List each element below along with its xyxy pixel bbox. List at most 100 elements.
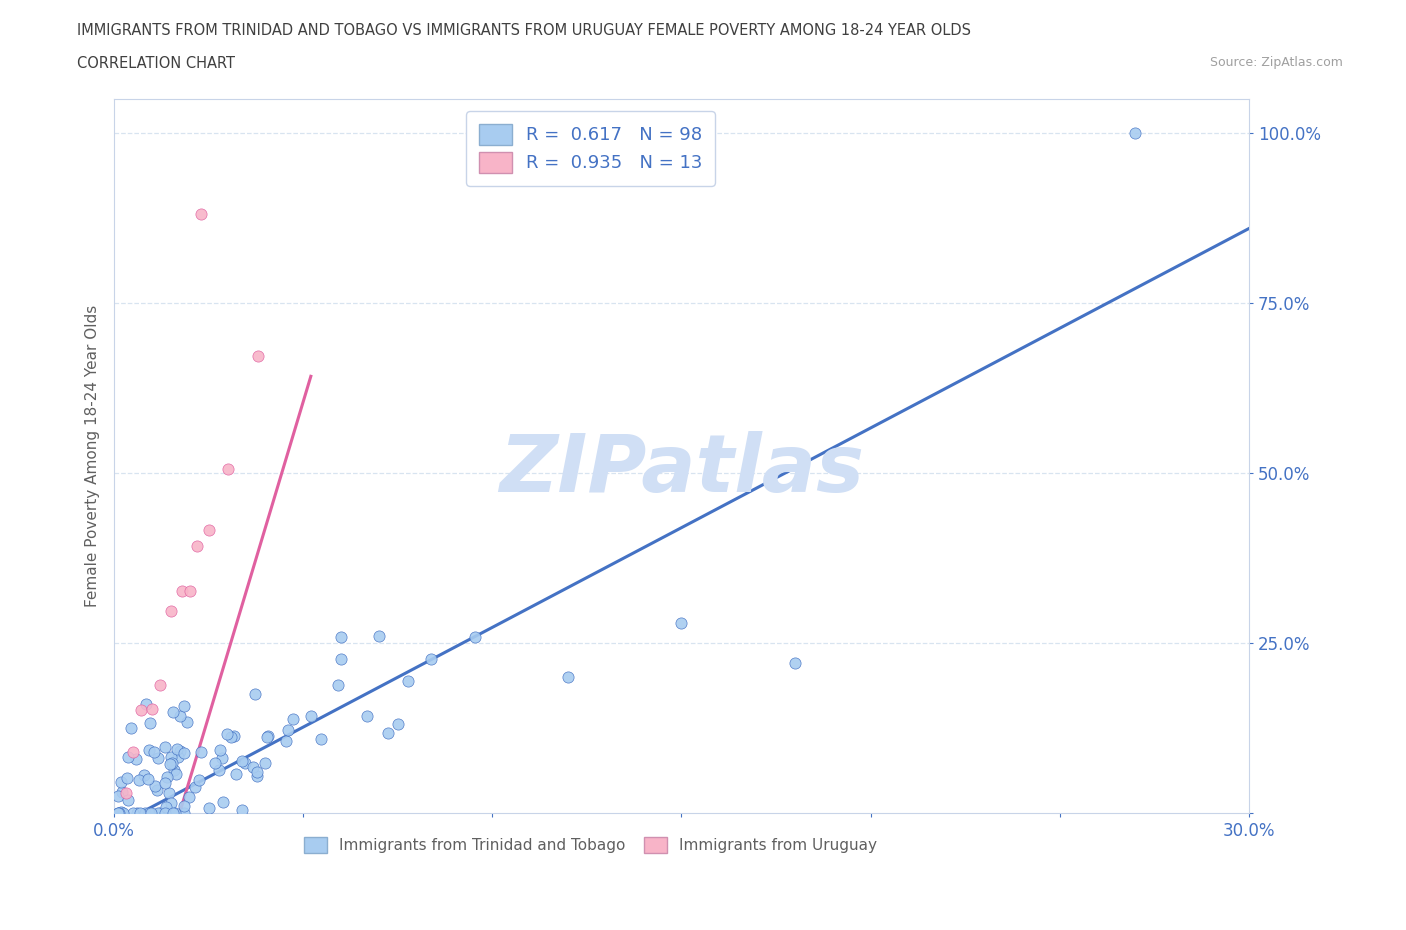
Point [235, 756, 257, 771]
Point [162, 705, 184, 720]
Point [128, 773, 150, 788]
Point [136, 771, 159, 786]
Point [377, 725, 399, 740]
Point [138, 743, 160, 758]
Point [110, 804, 132, 819]
Point [245, 764, 267, 779]
Point [198, 800, 221, 815]
Point [217, 461, 239, 476]
Point [117, 770, 139, 785]
Text: Source: ZipAtlas.com: Source: ZipAtlas.com [1209, 56, 1343, 69]
Point [190, 744, 212, 759]
Point [122, 805, 145, 820]
Point [153, 805, 176, 820]
Point [159, 757, 181, 772]
Point [112, 805, 135, 820]
Point [420, 652, 443, 667]
Point [107, 805, 129, 820]
Point [276, 734, 298, 749]
Point [387, 717, 409, 732]
Point [166, 742, 188, 757]
Point [173, 699, 195, 714]
Text: ZIPatlas: ZIPatlas [499, 432, 863, 510]
Point [396, 674, 419, 689]
Point [356, 709, 378, 724]
Point [176, 714, 198, 729]
Point [148, 805, 170, 820]
Point [163, 763, 186, 777]
Point [160, 750, 183, 764]
Point [141, 805, 163, 820]
Point [309, 731, 332, 746]
Point [107, 789, 129, 804]
Point [114, 785, 136, 800]
Point [464, 630, 486, 644]
Point [173, 805, 195, 820]
Point [146, 751, 169, 766]
Point [146, 782, 169, 797]
Point [243, 686, 266, 701]
Point [329, 629, 352, 644]
Point [183, 779, 205, 794]
Point [204, 756, 226, 771]
Point [138, 805, 160, 820]
Point [108, 805, 131, 820]
Point [122, 745, 145, 760]
Point [117, 792, 139, 807]
Point [128, 805, 150, 820]
Point [111, 785, 134, 800]
Point [188, 773, 211, 788]
Point [141, 701, 163, 716]
Point [110, 775, 132, 790]
Point [155, 800, 177, 815]
Point [299, 709, 322, 724]
Point [139, 716, 162, 731]
Point [328, 677, 350, 692]
Point [246, 769, 269, 784]
Point [148, 805, 170, 820]
Point [135, 697, 157, 711]
Point [169, 709, 191, 724]
Point [143, 745, 166, 760]
Point [162, 805, 184, 820]
Point [367, 629, 389, 644]
Legend: Immigrants from Trinidad and Tobago, Immigrants from Uruguay: Immigrants from Trinidad and Tobago, Imm… [298, 830, 883, 859]
Point [169, 744, 191, 759]
Point [179, 790, 201, 804]
Point [257, 728, 280, 743]
Point [231, 803, 253, 817]
Point [209, 742, 232, 757]
Point [143, 779, 166, 794]
Point [281, 712, 304, 727]
Point [783, 656, 806, 671]
Point [246, 349, 269, 364]
Point [153, 776, 176, 790]
Point [219, 729, 242, 744]
Point [557, 670, 579, 684]
Point [173, 746, 195, 761]
Point [208, 763, 231, 777]
Point [162, 755, 184, 770]
Point [132, 768, 155, 783]
Point [153, 740, 176, 755]
Point [1123, 126, 1146, 140]
Point [117, 750, 139, 764]
Point [330, 652, 353, 667]
Point [253, 755, 276, 770]
Point [186, 538, 208, 553]
Point [125, 805, 148, 820]
Point [225, 766, 247, 781]
Point [211, 795, 233, 810]
Point [211, 751, 233, 765]
Text: IMMIGRANTS FROM TRINIDAD AND TOBAGO VS IMMIGRANTS FROM URUGUAY FEMALE POVERTY AM: IMMIGRANTS FROM TRINIDAD AND TOBAGO VS I… [77, 23, 972, 38]
Point [256, 730, 278, 745]
Point [197, 523, 219, 538]
Point [277, 723, 299, 737]
Point [120, 721, 142, 736]
Y-axis label: Female Poverty Among 18-24 Year Olds: Female Poverty Among 18-24 Year Olds [86, 305, 100, 607]
Point [125, 751, 148, 766]
Text: CORRELATION CHART: CORRELATION CHART [77, 56, 235, 71]
Point [242, 760, 264, 775]
Point [160, 604, 183, 618]
Point [129, 702, 152, 717]
